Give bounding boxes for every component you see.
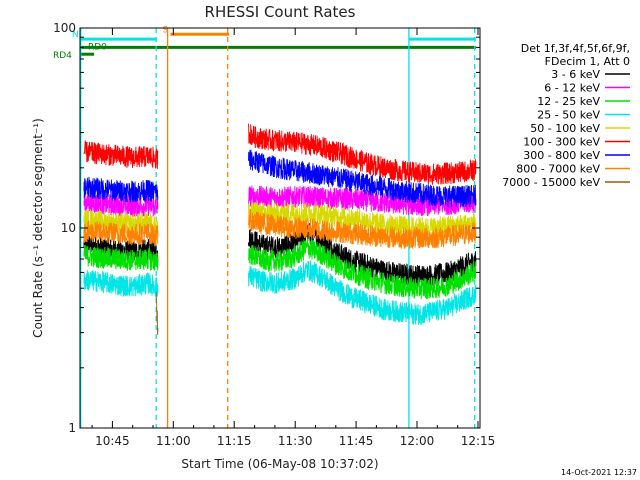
x-tick-label-11-15: 11:15	[217, 434, 252, 448]
legend-item-6-12-kev: 6 - 12 keV	[544, 82, 630, 95]
legend-header-line-0: Det 1f,3f,4f,5f,6f,9f,	[521, 42, 630, 55]
series-lines	[83, 123, 477, 335]
flag-label-n: N	[72, 30, 79, 40]
series-25-50-kev	[83, 260, 477, 325]
series-line-300-800-kev-0	[83, 176, 159, 203]
x-tick-label-12-00: 12:00	[400, 434, 435, 448]
series-line-800-7000-kev-1	[248, 208, 477, 249]
legend-item-3-6-kev: 3 - 6 keV	[551, 68, 630, 81]
legend-item-12-25-kev: 12 - 25 keV	[537, 95, 630, 108]
series-line-800-7000-kev-0	[83, 220, 159, 247]
series-line-300-800-kev-1	[248, 149, 477, 208]
x-tick-label-11-30: 11:30	[278, 434, 313, 448]
series-line-100-300-kev-1	[248, 123, 477, 185]
y-tick-label-10: 10	[61, 221, 76, 235]
legend-header-line-1: FDecim 1, Att 0	[545, 55, 630, 68]
series-800-7000-kev	[83, 208, 477, 249]
series-line-25-50-kev-0	[83, 270, 159, 297]
series-line-7000-15000-kev-0	[155, 292, 159, 335]
y-tick-label-1: 1	[68, 421, 76, 435]
flag-label-rd0: RD0	[88, 42, 107, 52]
legend-item-100-300-kev: 100 - 300 keV	[523, 136, 630, 149]
legend-label-300-800-kev: 300 - 800 keV	[523, 149, 600, 162]
axis-ticks: 10:45 11:00 11:15 11:30 11:45 12:00 12:15 1 10 10…	[53, 21, 495, 448]
date-stamp: 14-Oct-2021 12:37	[561, 468, 637, 477]
x-tick-label-12-15: 12:15	[461, 434, 496, 448]
legend-label-7000-15000-kev: 7000 - 15000 keV	[502, 176, 600, 189]
legend-item-25-50-kev: 25 - 50 keV	[537, 109, 630, 122]
x-tick-label-11-45: 11:45	[339, 434, 374, 448]
legend-item-50-100-kev: 50 - 100 keV	[530, 122, 630, 135]
flag-label-rd4: RD4	[53, 51, 72, 61]
series-line-100-300-kev-0	[83, 139, 159, 170]
x-axis-label: Start Time (06-May-08 10:37:02)	[181, 457, 378, 471]
legend-label-100-300-kev: 100 - 300 keV	[523, 136, 600, 149]
y-tick-label-100: 100	[53, 21, 76, 35]
legend-label-3-6-kev: 3 - 6 keV	[551, 68, 600, 81]
series-line-12-25-kev-0	[83, 244, 159, 271]
legend-label-800-7000-kev: 800 - 7000 keV	[516, 163, 600, 176]
chart-title: RHESSI Count Rates	[205, 3, 356, 21]
legend-label-6-12-kev: 6 - 12 keV	[544, 82, 600, 95]
series-line-12-25-kev-1	[248, 238, 477, 300]
legend-item-300-800-kev: 300 - 800 keV	[523, 149, 630, 162]
series-line-6-12-kev-1	[248, 185, 477, 217]
flag-label-s: S	[163, 25, 169, 35]
legend-item-800-7000-kev: 800 - 7000 keV	[516, 163, 630, 176]
legend-label-50-100-kev: 50 - 100 keV	[530, 122, 600, 135]
legend-label-25-50-kev: 25 - 50 keV	[537, 109, 600, 122]
legend-item-7000-15000-kev: 7000 - 15000 keV	[502, 176, 630, 189]
y-axis-label: Count Rate (s⁻¹ detector segment⁻¹)	[31, 118, 45, 338]
series-line-25-50-kev-1	[248, 260, 477, 325]
series-100-300-kev	[83, 123, 477, 185]
series-7000-15000-kev	[155, 292, 159, 335]
series-300-800-kev	[83, 149, 477, 208]
legend: Det 1f,3f,4f,5f,6f,9f,FDecim 1, Att 03 -…	[502, 42, 630, 189]
x-tick-label-11-00: 11:00	[156, 434, 191, 448]
legend-label-12-25-kev: 12 - 25 keV	[537, 95, 600, 108]
x-tick-label-10-45: 10:45	[95, 434, 130, 448]
series-12-25-kev	[83, 238, 477, 300]
flag-bars: S N RD0 RD4	[53, 25, 476, 61]
